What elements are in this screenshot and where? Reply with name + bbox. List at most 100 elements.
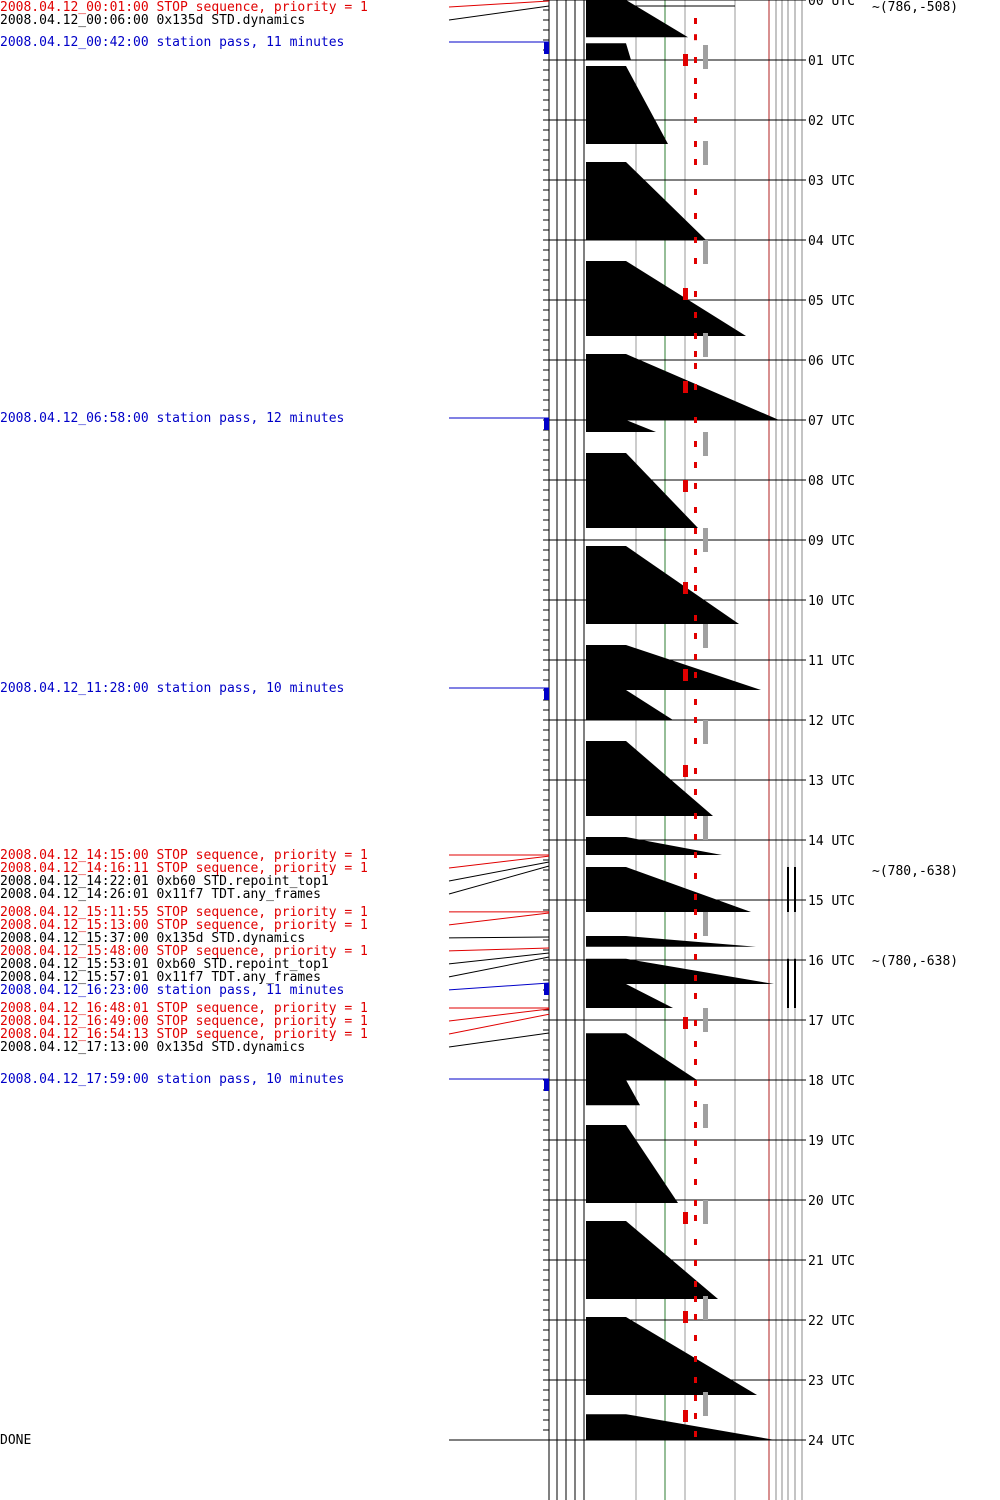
sawtooth-block xyxy=(586,1221,718,1299)
event-label: 2008.04.12_14:26:01 0x11f7 TDT.any_frame… xyxy=(0,887,321,902)
red-tick xyxy=(694,975,697,981)
sawtooth-block xyxy=(586,261,746,336)
event-connector xyxy=(448,5,550,21)
sawtooth-block xyxy=(586,690,673,720)
gray-marker xyxy=(703,624,708,648)
event-connector xyxy=(448,912,550,926)
red-tick xyxy=(694,417,697,423)
red-tick xyxy=(694,189,697,195)
red-tick xyxy=(694,1179,697,1185)
red-tick xyxy=(694,1080,697,1086)
event-label: 2008.04.12_00:01:00 STOP sequence, prior… xyxy=(0,0,368,15)
red-thick-tick xyxy=(683,381,688,393)
red-tick xyxy=(694,507,697,513)
event-connector xyxy=(448,861,550,882)
sawtooth-block xyxy=(586,936,756,947)
red-tick xyxy=(694,159,697,165)
red-tick xyxy=(694,57,697,63)
hour-label: 13 UTC xyxy=(808,774,855,789)
event-label: 2008.04.12_17:13:00 0x135d STD.dynamics xyxy=(0,1040,305,1055)
red-tick xyxy=(694,768,697,774)
red-tick xyxy=(694,1122,697,1128)
red-tick xyxy=(694,462,697,468)
gray-marker xyxy=(703,432,708,456)
event-connector xyxy=(448,936,550,939)
red-tick xyxy=(694,1314,697,1320)
sawtooth-block xyxy=(586,867,751,912)
event-label: 2008.04.12_06:58:00 station pass, 12 min… xyxy=(0,411,344,426)
red-tick xyxy=(694,213,697,219)
hour-label: 01 UTC xyxy=(808,54,855,69)
red-tick xyxy=(694,1200,697,1206)
hour-label: 09 UTC xyxy=(808,534,855,549)
event-connector xyxy=(448,982,550,991)
hour-label: 08 UTC xyxy=(808,474,855,489)
event-connector xyxy=(448,1013,550,1035)
hour-label: 00 UTC xyxy=(808,0,855,9)
red-tick xyxy=(694,1413,697,1419)
gray-marker xyxy=(703,528,708,552)
gray-marker xyxy=(703,816,708,840)
coordinate-label: ~(786,-508) xyxy=(872,0,958,15)
station-pass-marker xyxy=(544,418,549,430)
sawtooth-block xyxy=(586,453,698,528)
event-label: 2008.04.12_15:48:00 STOP sequence, prior… xyxy=(0,944,368,959)
gray-marker xyxy=(703,141,708,165)
hour-label: 20 UTC xyxy=(808,1194,855,1209)
gray-marker xyxy=(703,720,708,744)
hour-label: 16 UTC xyxy=(808,954,855,969)
sawtooth-block xyxy=(586,1317,757,1395)
sawtooth-block xyxy=(586,43,631,60)
red-tick xyxy=(694,993,697,999)
red-tick xyxy=(694,1260,697,1266)
sawtooth-block xyxy=(586,1125,678,1203)
gray-marker xyxy=(703,1104,708,1128)
hour-label: 15 UTC xyxy=(808,894,855,909)
event-label: 2008.04.12_11:28:00 station pass, 10 min… xyxy=(0,681,344,696)
event-label: 2008.04.12_16:49:00 STOP sequence, prior… xyxy=(0,1014,368,1029)
red-tick xyxy=(694,258,697,264)
red-tick xyxy=(694,1158,697,1164)
hour-label: 10 UTC xyxy=(808,594,855,609)
event-connector xyxy=(448,865,550,895)
red-thick-tick xyxy=(683,480,688,492)
hour-label: 14 UTC xyxy=(808,834,855,849)
red-tick xyxy=(694,1215,697,1221)
red-tick xyxy=(694,117,697,123)
event-connector xyxy=(448,947,550,952)
red-tick xyxy=(694,483,697,489)
event-connector xyxy=(448,956,550,978)
red-tick xyxy=(694,141,697,147)
red-tick xyxy=(694,93,697,99)
event-label: 2008.04.12_16:48:01 STOP sequence, prior… xyxy=(0,1001,368,1016)
red-tick xyxy=(694,1431,697,1437)
hour-label: 05 UTC xyxy=(808,294,855,309)
red-tick xyxy=(694,1140,697,1146)
hour-label: 17 UTC xyxy=(808,1014,855,1029)
hour-label: 02 UTC xyxy=(808,114,855,129)
red-tick xyxy=(694,873,697,879)
event-label: 2008.04.12_15:11:55 STOP sequence, prior… xyxy=(0,905,368,920)
red-tick xyxy=(694,567,697,573)
red-tick xyxy=(694,333,697,339)
red-tick xyxy=(694,852,697,858)
red-tick xyxy=(694,351,697,357)
red-tick xyxy=(694,1020,697,1026)
event-label: 2008.04.12_14:22:01 0xb60 STD.repoint_to… xyxy=(0,874,329,889)
red-thick-tick xyxy=(683,54,688,66)
sawtooth-block xyxy=(586,420,656,432)
sawtooth-block xyxy=(586,645,761,690)
event-label: 2008.04.12_15:57:01 0x11f7 TDT.any_frame… xyxy=(0,970,321,985)
hour-label: 06 UTC xyxy=(808,354,855,369)
hour-label: 11 UTC xyxy=(808,654,855,669)
sawtooth-block xyxy=(586,66,668,144)
red-tick xyxy=(694,1059,697,1065)
red-tick xyxy=(694,78,697,84)
red-tick xyxy=(694,18,697,24)
red-tick xyxy=(694,1356,697,1362)
red-tick xyxy=(694,909,697,915)
red-tick xyxy=(694,1041,697,1047)
red-tick xyxy=(694,738,697,744)
red-thick-tick xyxy=(683,288,688,300)
red-tick xyxy=(694,894,697,900)
